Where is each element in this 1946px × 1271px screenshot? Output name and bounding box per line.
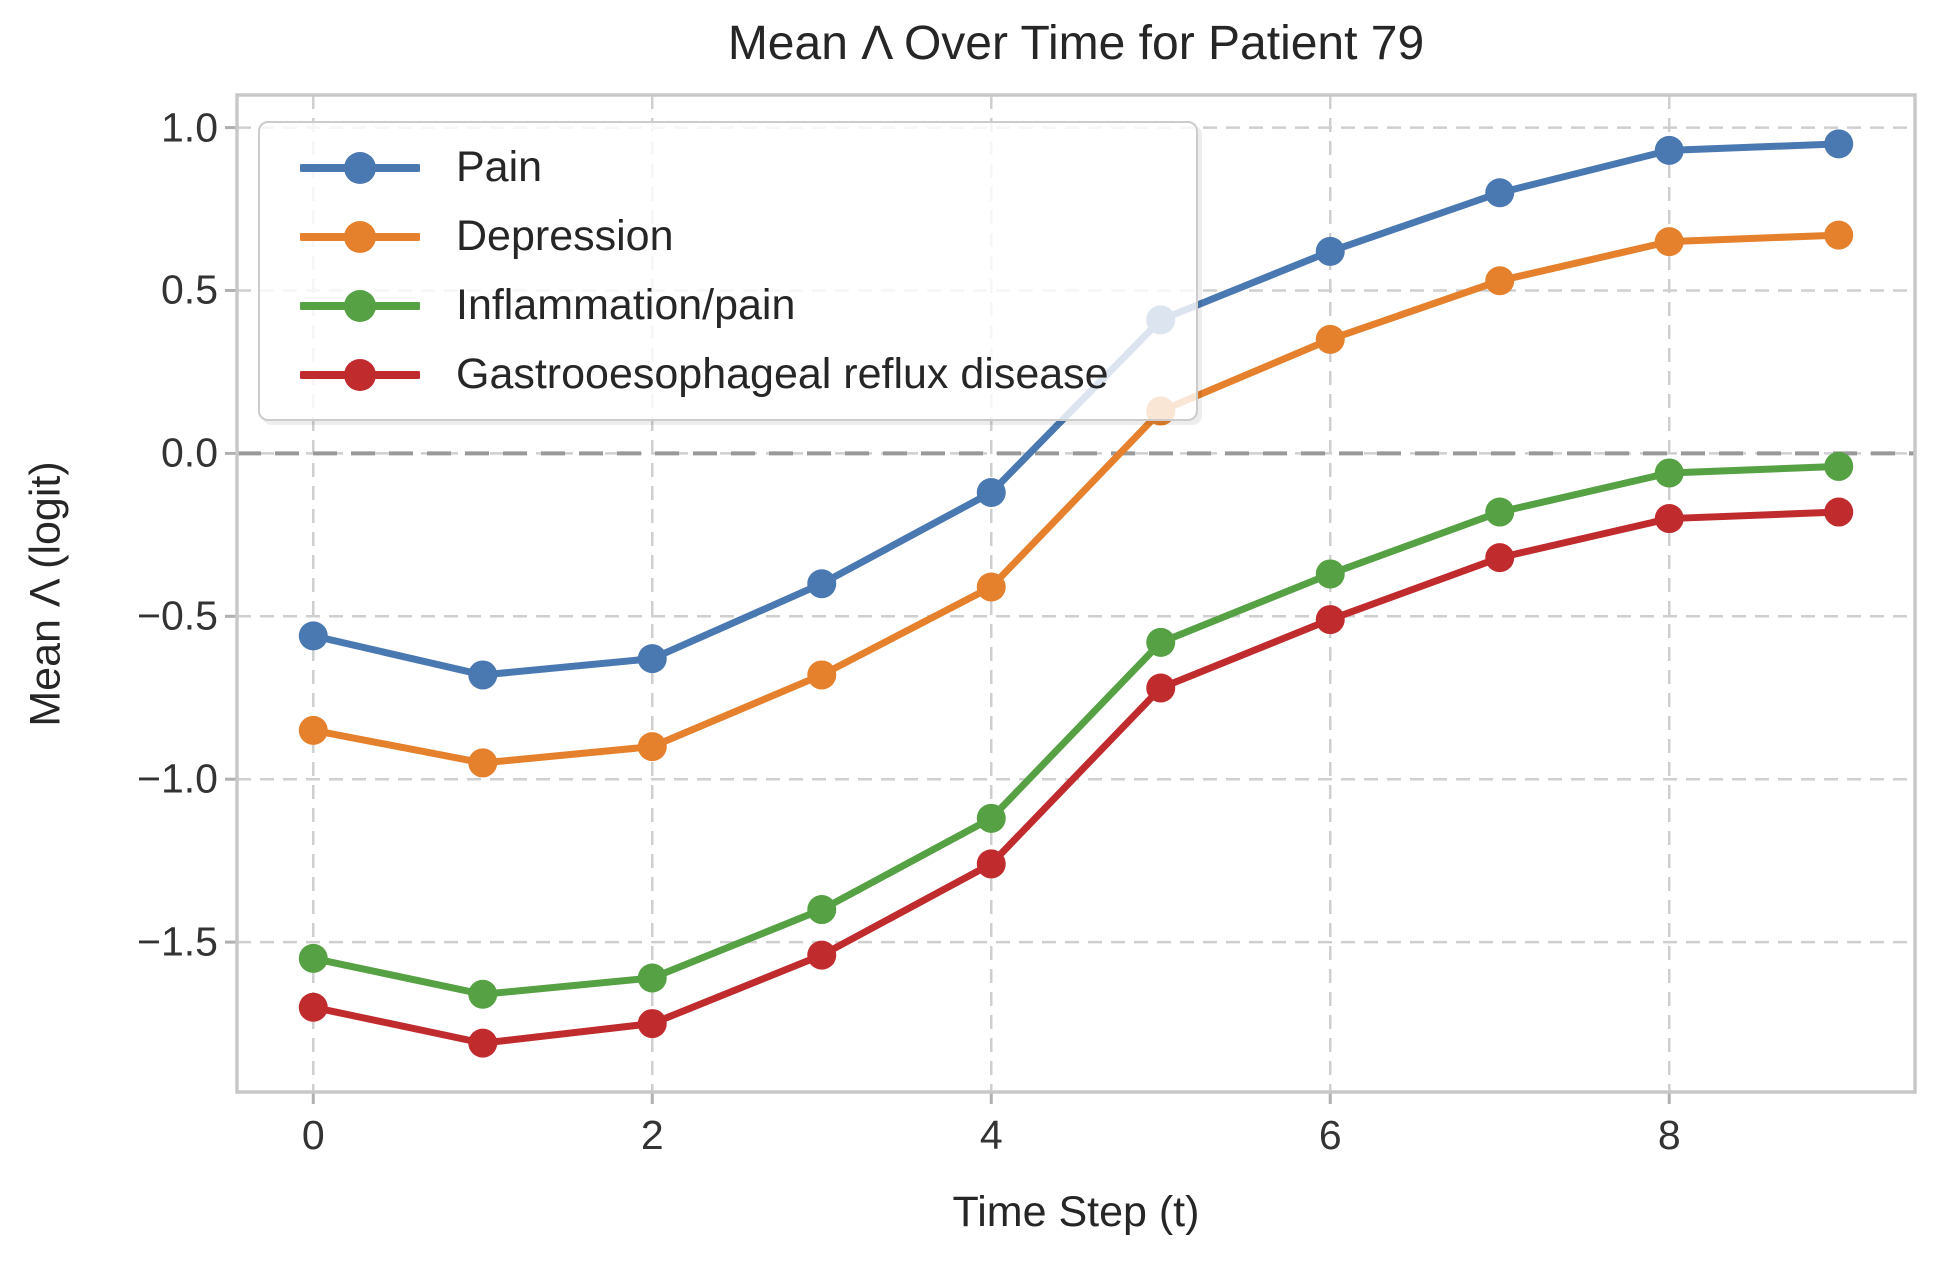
legend-label: Inflammation/pain — [456, 281, 796, 329]
y-tick-label: −0.5 — [137, 592, 218, 639]
y-tick-label: 0.0 — [161, 429, 218, 476]
legend-marker-icon — [300, 151, 420, 184]
data-point-marker — [1146, 627, 1176, 657]
x-tick-label: 2 — [640, 1112, 664, 1158]
data-point-marker — [468, 660, 498, 690]
data-point-marker — [807, 660, 837, 690]
data-point-marker — [1485, 266, 1515, 296]
data-point-marker — [1485, 178, 1515, 208]
x-tick-label: 6 — [1318, 1112, 1342, 1158]
legend-item-inflammation-pain: Inflammation/pain — [300, 281, 1196, 330]
data-point-marker — [468, 1028, 498, 1058]
legend-label: Pain — [456, 143, 543, 191]
chart-title: Mean Λ Over Time for Patient 79 — [727, 17, 1425, 70]
data-point-marker — [637, 1009, 667, 1039]
data-point-marker — [1824, 220, 1854, 250]
data-point-marker — [1146, 673, 1176, 703]
data-point-marker — [1485, 543, 1515, 573]
y-tick-label: −1.5 — [137, 918, 218, 965]
data-point-marker — [1485, 497, 1515, 527]
y-tick-label: 1.0 — [161, 104, 218, 151]
data-point-marker — [298, 715, 328, 745]
data-point-marker — [1654, 227, 1684, 257]
y-tick-label: −1.0 — [137, 755, 218, 802]
legend-label: Gastrooesophageal reflux disease — [456, 350, 1109, 398]
legend-item-depression: Depression — [300, 212, 1196, 261]
legend-item-pain: Pain — [300, 143, 1196, 192]
data-point-marker — [1824, 451, 1854, 481]
series-line-inflammation-pain — [309, 462, 1843, 998]
x-tick-label: 8 — [1657, 1112, 1681, 1158]
data-point-marker — [468, 748, 498, 778]
plot-frame — [235, 93, 1917, 1094]
data-point-marker — [637, 732, 667, 762]
data-point-marker — [976, 849, 1006, 879]
legend-item-gastrooesophageal-reflux-disease: Gastrooesophageal reflux disease — [300, 350, 1196, 399]
data-point-marker — [1315, 605, 1345, 635]
data-point-marker — [1654, 135, 1684, 165]
legend-label: Depression — [456, 212, 674, 260]
data-point-marker — [1654, 504, 1684, 534]
series-line-gastrooesophageal-reflux-disease — [309, 508, 1843, 1047]
legend-marker-icon — [300, 289, 420, 322]
data-point-marker — [1654, 458, 1684, 488]
legend: Pain Depression Inflammation/pain Gastrooes… — [258, 121, 1198, 421]
legend-marker-icon — [300, 220, 420, 253]
data-point-marker — [807, 895, 837, 925]
data-point-marker — [298, 943, 328, 973]
data-point-marker — [637, 963, 667, 993]
x-tick-label: 0 — [301, 1112, 325, 1158]
y-tick-label: 0.5 — [161, 266, 218, 313]
legend-marker-icon — [300, 358, 420, 391]
data-point-marker — [1824, 497, 1854, 527]
data-point-marker — [1315, 559, 1345, 589]
data-point-marker — [298, 992, 328, 1022]
data-point-marker — [298, 621, 328, 651]
data-point-marker — [1824, 129, 1854, 159]
x-tick-label: 4 — [979, 1112, 1003, 1158]
series-line-depression — [309, 231, 1843, 767]
data-point-marker — [976, 572, 1006, 602]
data-point-marker — [1315, 324, 1345, 354]
data-point-marker — [1315, 236, 1345, 266]
data-point-marker — [976, 803, 1006, 833]
data-point-marker — [976, 477, 1006, 507]
data-point-marker — [637, 644, 667, 674]
data-point-marker — [807, 569, 837, 599]
data-point-marker — [807, 940, 837, 970]
data-point-marker — [468, 979, 498, 1009]
x-axis-label: Time Step (t) — [952, 1188, 1200, 1236]
